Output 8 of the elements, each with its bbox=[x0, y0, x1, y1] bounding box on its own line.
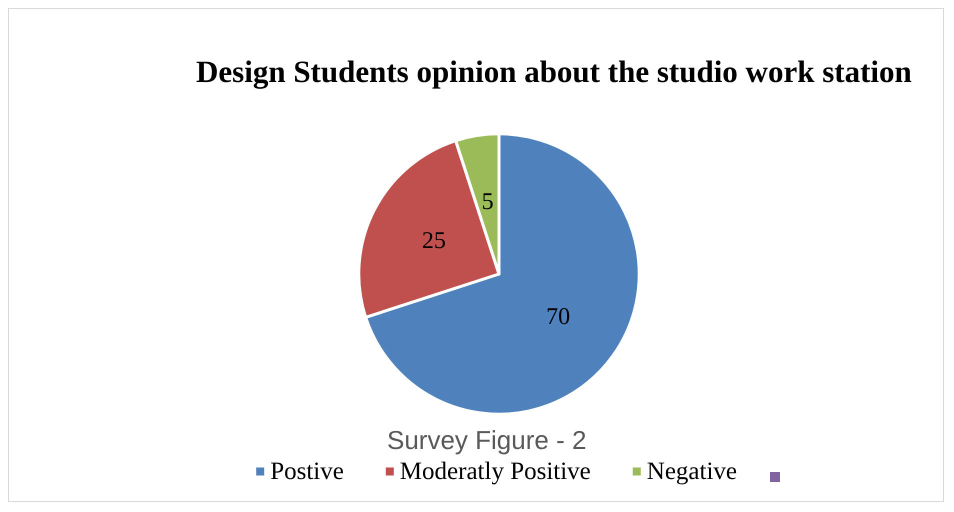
text: Survey Figure - 2 bbox=[387, 425, 586, 455]
data-label: 5 bbox=[482, 188, 494, 215]
legend-label: Moderatly Positive bbox=[400, 458, 591, 485]
chart-title: Design Students opinion about the studio work station bbox=[196, 54, 912, 89]
legend-label: Postive bbox=[270, 458, 344, 485]
data-label: 70 bbox=[546, 304, 570, 330]
legend-label: Negative bbox=[646, 458, 737, 485]
data-label: 25 bbox=[422, 228, 446, 254]
